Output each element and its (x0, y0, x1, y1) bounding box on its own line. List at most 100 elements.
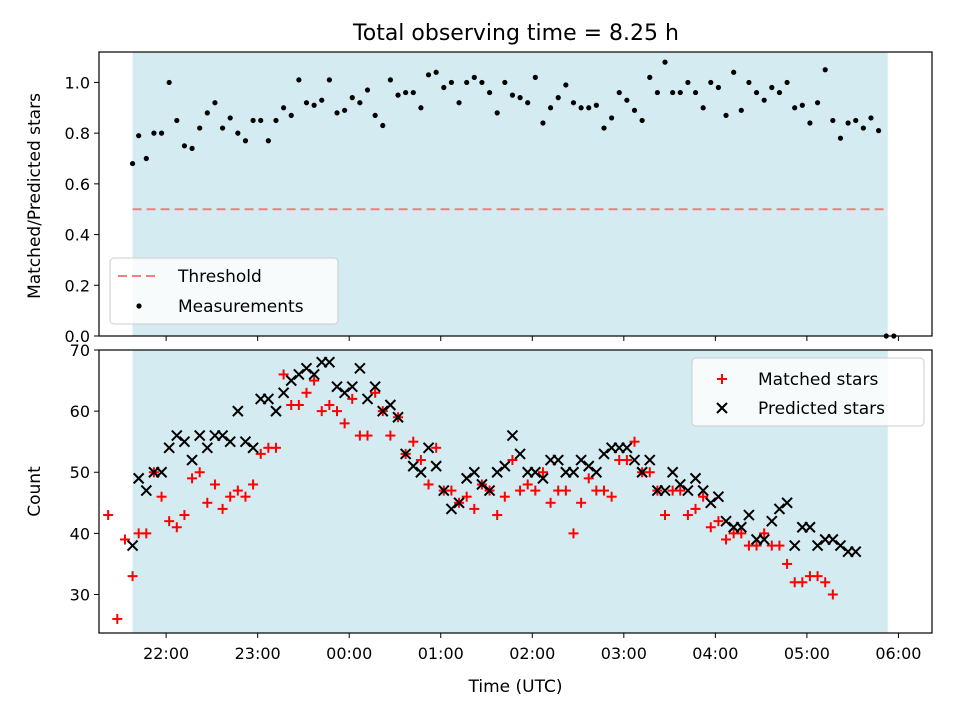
matched-point (751, 540, 762, 551)
predicted-point (773, 503, 786, 515)
bottom-y-tick-label: 40 (70, 524, 90, 543)
matched-point (179, 510, 190, 521)
predicted-point (621, 442, 633, 454)
measurement-point (281, 105, 287, 111)
matched-point (606, 491, 617, 502)
measurement-point (525, 100, 531, 106)
matched-point (598, 485, 609, 496)
matched-point (469, 503, 480, 514)
matched-point (576, 497, 587, 508)
predicted-point (453, 497, 465, 509)
matched-point (660, 510, 671, 521)
predicted-point (514, 448, 526, 460)
predicted-point (682, 484, 694, 497)
legend-box (691, 357, 925, 427)
measurement-point (410, 89, 416, 96)
measurement-point (647, 74, 653, 80)
measurement-point (204, 110, 210, 116)
measurement-point (547, 105, 554, 111)
measurement-point (593, 102, 599, 108)
measurement-point (616, 89, 622, 96)
measurement-point (830, 117, 836, 124)
predicted-point (201, 442, 214, 454)
x-tick-label: 06:00 (875, 644, 921, 663)
measurement-point (212, 100, 218, 106)
measurement-point (349, 95, 355, 101)
matched-point (820, 577, 831, 588)
predicted-point (392, 411, 404, 423)
predicted-point (415, 466, 427, 478)
measurement-point (395, 92, 401, 98)
matched-point (408, 436, 419, 447)
matched-point (644, 467, 655, 478)
measurement-point (662, 59, 668, 65)
matched-point (446, 485, 457, 496)
top-y-tick-label: 0.4 (65, 226, 90, 245)
measurement-point (288, 112, 294, 118)
top-x-ticks (165, 336, 899, 341)
measurement-point (486, 89, 493, 96)
measurement-point (586, 105, 592, 111)
top-y-tick-label: 1.0 (65, 73, 90, 92)
matched-point (721, 534, 732, 545)
predicted-point (583, 460, 595, 472)
predicted-point (262, 393, 275, 405)
measurement-point (776, 89, 783, 96)
measurement-point (250, 117, 256, 124)
predicted-point (293, 368, 305, 381)
bottom-legend: Matched stars Predicted stars (691, 357, 925, 427)
predicted-point (445, 503, 458, 515)
predicted-point (758, 533, 770, 546)
measurement-point (670, 89, 676, 96)
measurement-point (326, 77, 332, 83)
predicted-point (468, 466, 481, 478)
top-panel: 0.0 0.2 0.4 0.6 0.8 1.0 Matched/Predicted sta… (25, 51, 933, 346)
predicted-point (476, 478, 488, 491)
predicted-point (399, 448, 412, 460)
predicted-point (193, 429, 206, 442)
matched-point (127, 571, 138, 582)
predicted-point (781, 497, 793, 509)
legend-matched-label: Matched stars (758, 370, 878, 390)
measurement-point (227, 115, 233, 121)
predicted-point (666, 466, 679, 478)
measurement-point (792, 105, 798, 111)
measurement-point (334, 110, 340, 116)
measurement-point (380, 122, 386, 129)
bottom-y-tick-label: 30 (70, 585, 90, 604)
matched-point (713, 516, 724, 527)
measurement-point (418, 105, 424, 111)
measurement-point (769, 84, 775, 91)
measurement-point (685, 79, 691, 86)
matched-point (293, 400, 304, 411)
matched-point (736, 528, 747, 539)
matched-point (217, 503, 228, 514)
measurement-point (219, 125, 226, 131)
predicted-point (499, 460, 511, 472)
matched-point (759, 528, 770, 539)
matched-point (812, 571, 823, 582)
measurement-point (731, 69, 737, 75)
measurement-point (158, 130, 165, 136)
predicted-point (171, 429, 183, 442)
predicted-point (384, 399, 397, 411)
measurement-point (746, 79, 752, 86)
predicted-point (636, 466, 648, 478)
matched-point (248, 479, 259, 490)
predicted-point (834, 539, 847, 552)
measurement-point (738, 107, 744, 113)
predicted-point (575, 454, 587, 466)
bottom-panel: 30 40 50 60 70 22:00 23:00 00:00 01:00 02:00 03:0… (25, 341, 933, 697)
predicted-point (285, 374, 297, 387)
measurement-point (372, 112, 378, 118)
matched-point (141, 528, 152, 539)
matched-point (431, 442, 442, 453)
predicted-point (590, 466, 603, 478)
measurement-point (639, 117, 645, 124)
predicted-point (537, 472, 549, 485)
measurement-point (761, 97, 767, 103)
predicted-point (788, 539, 801, 552)
matched-point (255, 448, 266, 459)
x-tick-label: 00:00 (326, 644, 372, 663)
predicted-point (712, 490, 725, 503)
